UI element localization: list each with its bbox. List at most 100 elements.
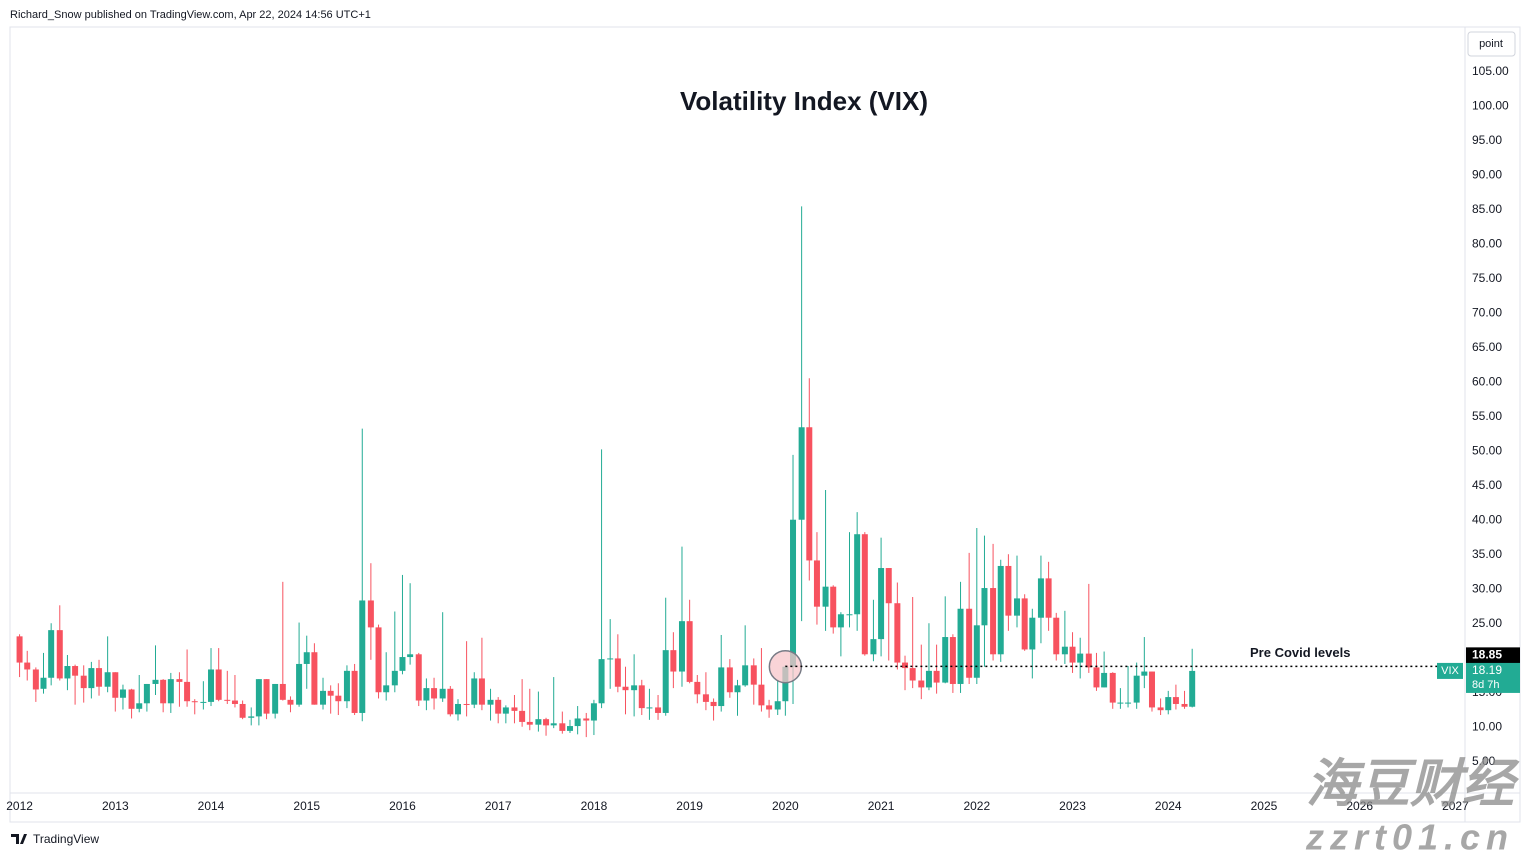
candle-body	[1014, 598, 1021, 616]
y-tick-label: 65.00	[1472, 340, 1502, 354]
candle-body	[119, 689, 126, 698]
scale-button-label[interactable]: point	[1479, 38, 1503, 50]
candle-body	[303, 652, 310, 664]
candle-body	[478, 678, 485, 705]
footer: TradingView	[11, 832, 99, 846]
y-tick-label: 40.00	[1472, 513, 1502, 527]
candle-body	[215, 669, 222, 700]
candle-body	[64, 666, 71, 679]
candle-body	[16, 636, 23, 663]
y-tick-label: 85.00	[1472, 202, 1502, 216]
candle-body	[686, 621, 693, 682]
candle-body	[702, 694, 709, 702]
candle-body	[296, 663, 303, 705]
candle-body	[622, 686, 629, 691]
candle-body	[973, 625, 980, 678]
y-tick-label: 30.00	[1472, 582, 1502, 596]
candle-body	[830, 586, 837, 628]
candle-body	[1037, 578, 1044, 618]
candle-body	[1157, 707, 1164, 711]
candle-body	[726, 667, 733, 693]
candle-body	[918, 680, 925, 688]
candle-body	[1181, 703, 1188, 707]
candle-body	[583, 718, 590, 721]
candle-body	[320, 690, 327, 705]
candle-body	[782, 666, 789, 702]
candle-body	[870, 639, 877, 655]
candle-body	[511, 707, 518, 711]
candle-body	[128, 689, 135, 709]
candle-body	[367, 600, 374, 628]
candle-body	[487, 699, 494, 705]
candle-body	[678, 621, 685, 672]
candle-body	[1133, 675, 1140, 703]
countdown: 8d 7h	[1472, 679, 1500, 691]
candle-body	[1189, 670, 1196, 707]
candle-body	[1101, 672, 1108, 688]
candle-body	[502, 707, 509, 714]
candle-body	[655, 707, 662, 713]
y-tick-label: 105.00	[1472, 64, 1509, 78]
candle-body	[88, 668, 95, 689]
candle-body	[758, 684, 765, 706]
candle-body	[966, 608, 973, 678]
scale-button[interactable]	[1467, 31, 1516, 57]
candle-body	[878, 568, 885, 640]
candle-body	[949, 637, 956, 684]
x-tick-label: 2022	[963, 799, 990, 813]
candle-body	[343, 670, 350, 702]
candle-body	[925, 670, 932, 688]
x-tick-label: 2027	[1442, 799, 1469, 813]
candle-body	[909, 668, 916, 681]
candle-body	[32, 669, 39, 690]
candle-body	[375, 627, 382, 693]
y-tick-label: 90.00	[1472, 168, 1502, 182]
candle-body	[1053, 617, 1060, 655]
candle-body	[431, 688, 438, 699]
candle-body	[790, 519, 797, 667]
candle-body	[415, 654, 422, 701]
candle-body	[72, 666, 79, 676]
candle-body	[1141, 671, 1148, 676]
candle-body	[694, 681, 701, 695]
candle-body	[143, 683, 150, 704]
last-price-value: 18.19	[1472, 663, 1502, 677]
x-tick-label: 2019	[676, 799, 703, 813]
candle-body	[1045, 578, 1052, 618]
candle-body	[861, 534, 868, 655]
candle-body	[734, 685, 741, 693]
candle-body	[670, 650, 677, 672]
candle-body	[279, 683, 286, 700]
candle-body	[160, 679, 167, 704]
candle-body	[526, 721, 533, 725]
y-tick-label: 95.00	[1472, 133, 1502, 147]
candle-body	[550, 723, 557, 726]
candle-body	[990, 588, 997, 655]
candle-body	[981, 588, 988, 626]
candle-body	[200, 701, 207, 703]
x-tick-label: 2024	[1155, 799, 1182, 813]
candle-body	[471, 678, 478, 705]
candle-body	[248, 716, 255, 718]
candle-body	[104, 672, 111, 687]
candle-body	[96, 668, 103, 687]
candle-body	[607, 658, 614, 660]
y-tick-label: 100.00	[1472, 99, 1509, 113]
candle-body	[742, 665, 749, 686]
candle-body	[136, 703, 143, 709]
candle-body	[287, 699, 294, 705]
candle-body	[439, 688, 446, 699]
candle-body	[646, 707, 653, 709]
candle-body	[535, 719, 542, 725]
x-tick-label: 2020	[772, 799, 799, 813]
candle-body	[1172, 697, 1179, 704]
y-tick-label: 80.00	[1472, 237, 1502, 251]
candle-body	[566, 726, 573, 731]
candle-body	[933, 670, 940, 683]
y-tick-label: 35.00	[1472, 547, 1502, 561]
candle-body	[638, 685, 645, 709]
brand-logo	[11, 834, 27, 844]
x-tick-label: 2015	[293, 799, 320, 813]
candle-body	[854, 534, 861, 615]
